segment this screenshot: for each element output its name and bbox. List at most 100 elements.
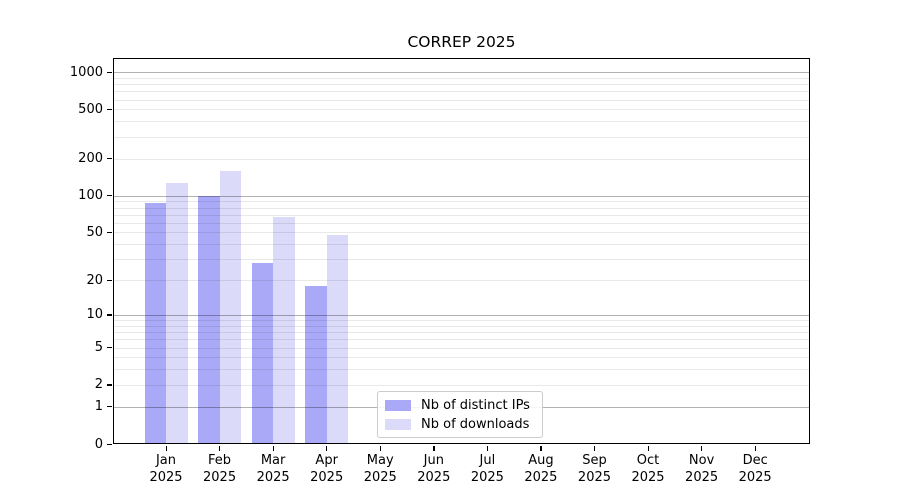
legend-entry-distinct-ips: Nb of distinct IPs [385, 396, 536, 415]
minor-gridline [113, 369, 810, 371]
x-tick-mark [165, 445, 167, 451]
minor-gridline [113, 222, 810, 224]
y-tick-mark [107, 158, 112, 160]
minor-gridline [113, 201, 810, 203]
minor-gridline [113, 280, 810, 282]
x-tick-month: Oct [636, 453, 660, 468]
y-tick-mark [107, 231, 112, 234]
minor-gridline [113, 214, 810, 216]
y-tick-label: 500 [78, 101, 103, 117]
minor-gridline [113, 99, 810, 101]
minor-gridline [113, 325, 810, 327]
x-tick-year: 2025 [685, 470, 719, 485]
x-tick-year: 2025 [256, 470, 290, 485]
x-tick-label-oct: Oct 2025 [616, 452, 680, 486]
x-tick-mark [272, 445, 274, 451]
x-tick-month: Feb [208, 453, 232, 468]
minor-gridline [113, 84, 810, 86]
minor-gridline [113, 91, 810, 93]
x-tick-label-sep: Sep 2025 [562, 452, 626, 486]
x-tick-label-aug: Aug 2025 [509, 452, 573, 486]
y-tick-label: 50 [86, 224, 103, 240]
x-tick-label-nov: Nov 2025 [670, 452, 734, 486]
bar-distinct-ips-mar [251, 262, 274, 444]
minor-gridline [113, 259, 810, 261]
x-tick-year: 2025 [417, 470, 451, 485]
x-tick-mark [326, 445, 328, 451]
x-tick-year: 2025 [577, 470, 612, 485]
x-tick-mark [647, 445, 649, 451]
x-tick-mark [486, 445, 489, 451]
y-tick-label: 5 [94, 340, 103, 356]
x-tick-label-feb: Feb 2025 [188, 452, 252, 486]
x-tick-month: Jun [423, 453, 444, 468]
x-tick-month: Aug [528, 453, 554, 468]
y-tick-mark [107, 71, 112, 74]
y-tick-label: 0 [94, 436, 103, 452]
x-tick-mark [754, 445, 756, 451]
minor-gridline [113, 121, 810, 123]
minor-gridline [113, 320, 810, 322]
y-tick-label: 20 [86, 272, 103, 288]
legend: Nb of distinct IPs Nb of downloads [377, 391, 543, 438]
y-tick-label: 1000 [69, 64, 103, 80]
y-tick-mark [107, 347, 112, 349]
y-tick-mark [107, 195, 112, 197]
y-tick-mark [107, 406, 112, 408]
x-tick-mark [701, 445, 703, 451]
y-tick-mark [107, 314, 112, 316]
x-tick-label-jan: Jan 2025 [134, 452, 198, 486]
x-tick-year: 2025 [470, 470, 504, 485]
bar-downloads-apr [326, 234, 349, 444]
minor-gridline [113, 347, 810, 349]
x-tick-label-may: May 2025 [348, 452, 412, 486]
y-tick-label: 2 [94, 377, 103, 393]
minor-gridline [113, 136, 810, 138]
minor-gridline [113, 207, 810, 209]
x-tick-month: May [366, 453, 394, 468]
x-tick-label-jul: Jul 2025 [455, 452, 519, 486]
legend-label-distinct-ips: Nb of distinct IPs [421, 398, 530, 413]
y-tick-mark [107, 384, 112, 386]
x-tick-year: 2025 [363, 470, 397, 485]
legend-label-downloads: Nb of downloads [421, 417, 530, 432]
x-tick-mark [593, 445, 596, 451]
x-tick-label-dec: Dec 2025 [723, 452, 787, 486]
x-tick-mark [433, 445, 435, 451]
minor-gridline [113, 232, 810, 234]
x-tick-label-jun: Jun 2025 [402, 452, 466, 486]
x-tick-month: Dec [742, 453, 768, 468]
x-tick-year: 2025 [631, 470, 665, 485]
bar-distinct-ips-jan [144, 203, 166, 444]
bar-downloads-mar [273, 216, 295, 444]
minor-gridline [113, 339, 810, 341]
y-tick-mark [107, 279, 112, 281]
x-tick-mark [219, 445, 221, 451]
legend-swatch-downloads [385, 419, 411, 430]
legend-entry-downloads: Nb of downloads [385, 415, 536, 434]
bar-distinct-ips-feb [198, 195, 220, 444]
major-gridline [113, 314, 810, 316]
minor-gridline [113, 158, 810, 160]
x-tick-label-mar: Mar 2025 [241, 452, 305, 486]
bar-downloads-feb [219, 170, 242, 444]
y-tick-mark [107, 108, 112, 111]
x-tick-year: 2025 [738, 470, 772, 485]
minor-gridline [113, 77, 810, 79]
x-tick-month: Apr [315, 453, 338, 468]
y-tick-label: 10 [86, 307, 103, 323]
minor-gridline [113, 332, 810, 334]
plot-area [113, 58, 810, 444]
x-tick-mark [540, 445, 542, 451]
x-tick-month: Sep [582, 453, 607, 468]
x-tick-year: 2025 [524, 470, 558, 485]
x-tick-year: 2025 [149, 470, 183, 485]
x-tick-month: Mar [260, 453, 286, 468]
x-tick-year: 2025 [310, 470, 344, 485]
x-tick-month: Nov [688, 453, 715, 468]
chart-title: CORREP 2025 [407, 33, 516, 51]
minor-gridline [113, 384, 810, 386]
x-tick-month: Jul [479, 453, 496, 468]
bar-downloads-jan [166, 182, 188, 444]
